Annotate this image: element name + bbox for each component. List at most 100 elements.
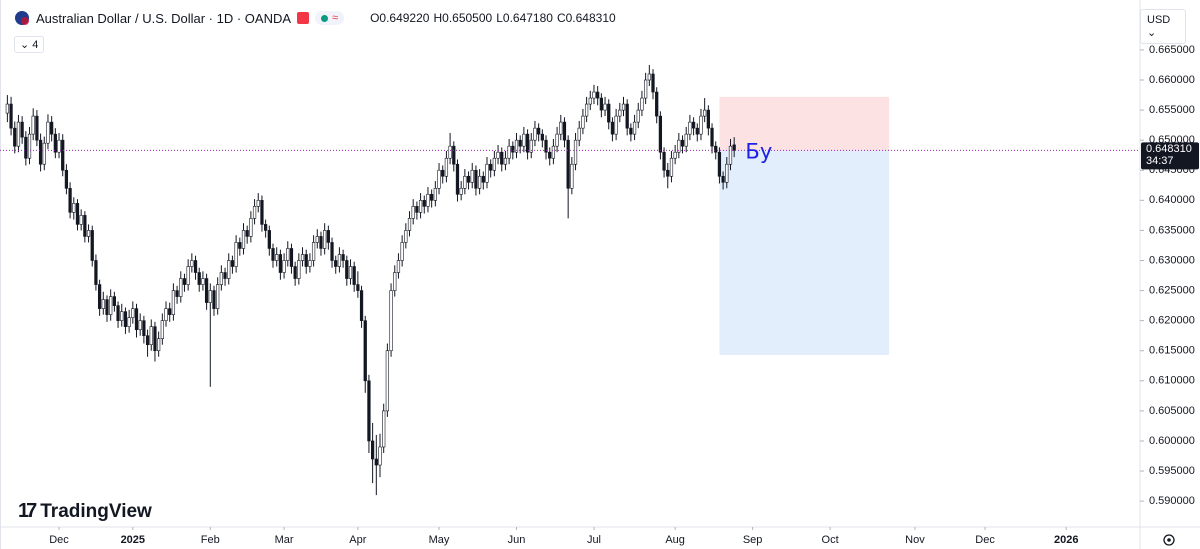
candle-body xyxy=(489,163,493,171)
candle-body xyxy=(311,242,316,261)
candle-body xyxy=(282,260,286,273)
candle-body xyxy=(297,260,301,279)
candle-body xyxy=(223,272,227,279)
candle-body xyxy=(426,194,430,207)
candle-body xyxy=(514,139,519,153)
ohlc-item: H0.650500 xyxy=(433,11,492,25)
y-tick-label: 0.630000 xyxy=(1149,254,1195,266)
currency-select[interactable]: USD ⌄ xyxy=(1140,9,1186,44)
y-tick-label: 0.625000 xyxy=(1149,284,1195,296)
candle-body xyxy=(252,206,257,219)
indicators-badge[interactable]: ⌄ 4 xyxy=(14,36,45,53)
x-tick-label: Jul xyxy=(587,534,601,546)
candle-body xyxy=(662,151,666,171)
x-tick-label: Aug xyxy=(665,534,685,546)
candle-body xyxy=(109,296,113,315)
candle-body xyxy=(559,121,563,135)
last-price-box xyxy=(1141,142,1199,170)
y-tick-label: 0.660000 xyxy=(1149,74,1195,86)
candle-body xyxy=(68,188,72,213)
status-pill[interactable]: ≈ xyxy=(315,11,345,25)
y-tick-label: 0.640000 xyxy=(1149,194,1195,206)
target-zone xyxy=(719,150,890,355)
candle-body xyxy=(511,145,515,153)
candle-body xyxy=(455,163,460,195)
candle-body xyxy=(677,139,681,153)
candle-body xyxy=(481,175,485,183)
candle-body xyxy=(441,169,445,177)
candle-body xyxy=(83,215,87,237)
candle-body xyxy=(404,230,408,243)
candle-body xyxy=(256,200,260,207)
candle-body xyxy=(625,103,629,129)
candle-body xyxy=(577,127,581,141)
x-tick-label: 2025 xyxy=(121,534,145,546)
settings-icon[interactable] xyxy=(1163,534,1175,546)
candle-body xyxy=(42,142,46,165)
candle-body xyxy=(529,139,533,153)
candle-body xyxy=(157,338,161,352)
candle-body xyxy=(537,127,541,135)
plot-area: 0.590000 0.595000 0.600000 0.605000 0.610000… xyxy=(0,44,1199,546)
candle-body xyxy=(289,248,294,267)
candle-body xyxy=(618,109,622,117)
x-tick-label: Feb xyxy=(201,534,220,546)
candle-body xyxy=(551,145,556,159)
x-tick-label: Jun xyxy=(508,534,526,546)
candle-body xyxy=(127,317,131,327)
candle-body xyxy=(145,335,150,346)
candle-body xyxy=(548,151,552,159)
candle-body xyxy=(123,311,128,327)
candle-body xyxy=(570,163,574,189)
x-tick-label: Dec xyxy=(49,534,69,546)
candle-body xyxy=(614,115,618,135)
currency: USD xyxy=(1147,14,1171,26)
candle-body xyxy=(323,230,327,249)
y-tick-label: 0.635000 xyxy=(1149,224,1195,236)
candle-body xyxy=(286,248,290,261)
candle-body xyxy=(680,139,685,147)
candle-body xyxy=(300,254,305,261)
y-tick-label: 0.620000 xyxy=(1149,315,1195,327)
candle-body xyxy=(407,218,412,231)
candle-body xyxy=(603,103,607,111)
candle-body xyxy=(725,163,729,183)
ohlc-key: L xyxy=(496,11,503,25)
last-price-label: 0.648310 xyxy=(1146,143,1192,155)
candle-body xyxy=(658,115,663,153)
annotation: Бу xyxy=(745,139,772,163)
candle-body xyxy=(437,169,441,189)
candle-body xyxy=(260,200,264,225)
ohlc-item: L0.647180 xyxy=(496,11,553,25)
candle-body xyxy=(278,254,283,273)
candle-body xyxy=(382,410,386,448)
candle-body xyxy=(304,254,308,267)
y-tick-label: 0.655000 xyxy=(1149,104,1195,116)
candle-body xyxy=(363,320,367,382)
candle-body xyxy=(168,308,172,315)
candle-body xyxy=(415,206,419,213)
candle-body xyxy=(717,151,722,177)
candle-body xyxy=(201,278,205,285)
candle-body xyxy=(367,380,371,442)
candle-body xyxy=(31,115,35,135)
candle-body xyxy=(503,157,508,165)
candle-body xyxy=(422,200,426,207)
x-tick-label: Sep xyxy=(743,534,763,546)
candle-body xyxy=(186,266,190,285)
candle-body xyxy=(245,230,249,237)
candle-body xyxy=(581,115,585,129)
candle-body xyxy=(621,103,626,111)
candle-body xyxy=(525,133,530,153)
candle-body xyxy=(230,260,235,267)
candle-body xyxy=(9,103,13,129)
indicator-count: 4 xyxy=(32,39,39,51)
candle-body xyxy=(655,91,659,117)
candle-body xyxy=(474,169,478,189)
candle-body xyxy=(20,121,24,138)
candle-body xyxy=(533,127,537,141)
candle-body xyxy=(485,163,489,183)
candle-body xyxy=(691,121,696,129)
candle-body xyxy=(632,121,637,135)
flag-icon xyxy=(15,11,29,25)
